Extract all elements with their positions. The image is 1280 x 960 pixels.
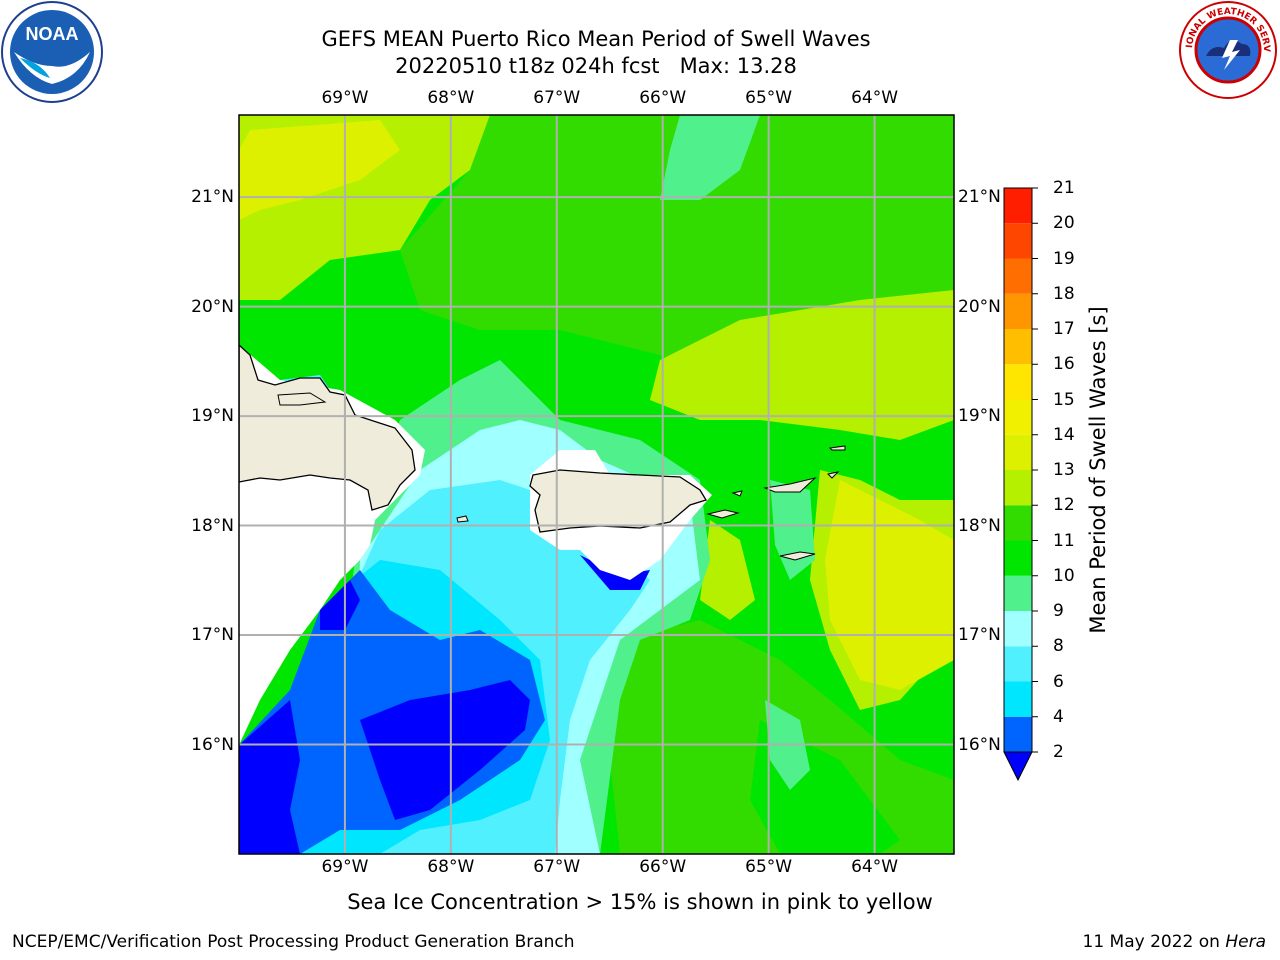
colorbar-segment	[1004, 540, 1032, 576]
contour-under-2-central	[360, 680, 530, 820]
gridlines	[239, 115, 954, 854]
lat-label-left: 21°N	[191, 187, 234, 208]
lon-label-top: 65°W	[745, 88, 793, 108]
colorbar-segment	[1004, 646, 1032, 682]
colorbar-segment	[1004, 364, 1032, 400]
contour-under-2-caribbean	[239, 700, 300, 854]
sea-ice-note: Sea Ice Concentration > 15% is shown in …	[347, 890, 933, 914]
lat-label-right: 18°N	[958, 515, 1001, 536]
chart-title: GEFS MEAN Puerto Rico Mean Period of Swe…	[0, 26, 1192, 80]
lon-label-bottom: 68°W	[427, 857, 475, 877]
contour-under-2-north	[320, 580, 360, 630]
lon-label-bottom: 66°W	[639, 857, 687, 877]
land-virgin-islands-2	[763, 477, 817, 493]
contour-13-14-se	[825, 480, 954, 690]
colorbar-tick-label: 21	[1053, 178, 1075, 198]
colorbar-tick-label: 20	[1053, 213, 1075, 234]
colorbar-tick-label: 12	[1053, 495, 1075, 516]
colorbar-segment	[1004, 716, 1032, 752]
colorbar-segment	[1004, 223, 1032, 259]
lon-label-top: 67°W	[533, 88, 581, 108]
colorbar-tick-label: 14	[1053, 424, 1075, 445]
lon-label-top: 69°W	[321, 88, 369, 108]
lon-label-bottom: 67°W	[533, 857, 581, 877]
date-text: 11 May 2022 on Hera	[1083, 932, 1267, 952]
colorbar-tick-label: 19	[1053, 248, 1075, 269]
colorbar-segment	[1004, 470, 1032, 506]
colorbar-segment	[1004, 329, 1032, 365]
colorbar-label: Mean Period of Swell Waves [s]	[1086, 306, 1110, 634]
colorbar-segment	[1004, 434, 1032, 470]
map-frame	[238, 114, 955, 855]
title-line-2: 20220510 t18z 024h fcst Max: 13.28	[395, 54, 797, 78]
colorbar-tick-label: 17	[1053, 319, 1075, 339]
nws-logo: NATIONAL WEATHER SERVICE	[1178, 0, 1277, 99]
land-islet-1	[731, 490, 743, 497]
lat-label-left: 20°N	[191, 296, 234, 317]
colorbar-tick-label: 2	[1053, 742, 1064, 762]
colorbar-segment	[1004, 575, 1032, 611]
contour-9-10-north	[660, 115, 760, 200]
contour-13-14-nw	[239, 120, 400, 220]
date-value: 11 May 2022 on	[1082, 932, 1226, 952]
noaa-logo: NOAA	[1, 1, 103, 103]
title-line-1: GEFS MEAN Puerto Rico Mean Period of Swe…	[321, 27, 871, 51]
colorbar-tick-label: 13	[1053, 460, 1075, 480]
contour-11-12-north	[400, 115, 954, 360]
land-anegada	[828, 445, 846, 451]
colorbar-under-triangle	[1003, 751, 1033, 782]
lon-label-top: 68°W	[427, 88, 475, 108]
lat-label-right: 21°N	[958, 187, 1001, 208]
credit-text: NCEP/EMC/Verification Post Processing Pr…	[12, 932, 575, 952]
lat-label-right: 17°N	[958, 625, 1001, 646]
colorbar-segment	[1004, 681, 1032, 717]
colorbar-segment	[1004, 505, 1032, 541]
colorbar-tick-label: 16	[1053, 354, 1075, 375]
colorbar-segment	[1004, 293, 1032, 329]
colorbar-tick-label: 18	[1053, 283, 1075, 304]
colorbar-tick-label: 9	[1053, 601, 1064, 621]
land-islet-2	[826, 471, 840, 479]
lat-label-left: 19°N	[191, 406, 234, 427]
land-mona-island	[456, 515, 469, 523]
colorbar-segment	[1004, 611, 1032, 647]
machine-name: Hera	[1225, 932, 1266, 952]
land-virgin-islands-1	[706, 509, 740, 519]
lon-label-bottom: 65°W	[745, 857, 793, 877]
lon-label-top: 64°W	[851, 88, 899, 108]
lat-label-right: 16°N	[958, 734, 1001, 755]
colorbar-segment	[1004, 188, 1032, 224]
colorbar-tick-label: 11	[1053, 530, 1075, 551]
contour-12-13-south	[700, 520, 755, 620]
colorbar-tick-label: 8	[1053, 636, 1064, 657]
colorbar-tick-label: 15	[1053, 389, 1075, 410]
land-hispaniola	[239, 344, 416, 511]
lon-label-bottom: 69°W	[321, 857, 369, 877]
lat-label-left: 18°N	[191, 515, 234, 536]
colorbar-tick-label: 4	[1053, 706, 1064, 727]
lat-label-right: 20°N	[958, 296, 1001, 317]
colorbar-tick-label: 10	[1053, 565, 1075, 586]
colorbar-segment	[1004, 399, 1032, 435]
svg-text:NOAA: NOAA	[26, 24, 79, 44]
lon-label-bottom: 64°W	[851, 857, 899, 877]
land-tortuga	[277, 392, 327, 406]
colorbar-segment	[1004, 258, 1032, 294]
contour-12-13-east	[650, 290, 954, 440]
lat-label-right: 19°N	[958, 406, 1001, 427]
lon-label-top: 66°W	[639, 88, 687, 108]
lat-label-left: 16°N	[191, 734, 234, 755]
land-st-croix	[779, 551, 816, 561]
colorbar-tick-label: 6	[1053, 671, 1064, 692]
lat-label-left: 17°N	[191, 625, 234, 646]
